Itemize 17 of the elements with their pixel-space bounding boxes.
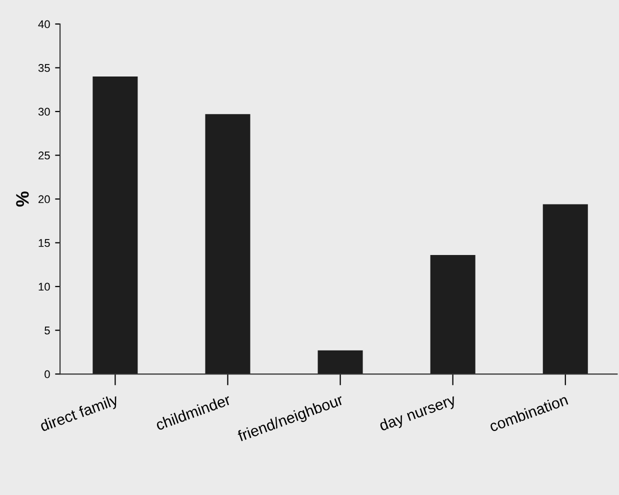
y-tick-label: 40: [38, 20, 50, 28]
y-tick-label: 0: [44, 370, 50, 378]
y-tick-label: 35: [38, 64, 50, 72]
bar: [542, 204, 588, 374]
y-tick-label: 15: [38, 239, 50, 247]
bar: [430, 255, 476, 374]
bar: [318, 350, 363, 374]
y-tick-label: 30: [38, 108, 50, 116]
x-tick-label: day nursery: [378, 393, 458, 434]
y-tick-label: 20: [38, 195, 50, 204]
y-tick-label: 25: [38, 152, 50, 160]
bar: [92, 76, 138, 374]
y-tick-label: 10: [38, 282, 50, 291]
y-axis-title: %: [16, 191, 29, 207]
y-tick-label: 5: [44, 326, 50, 334]
bar: [205, 114, 250, 374]
x-tick-label: direct family: [39, 393, 120, 435]
